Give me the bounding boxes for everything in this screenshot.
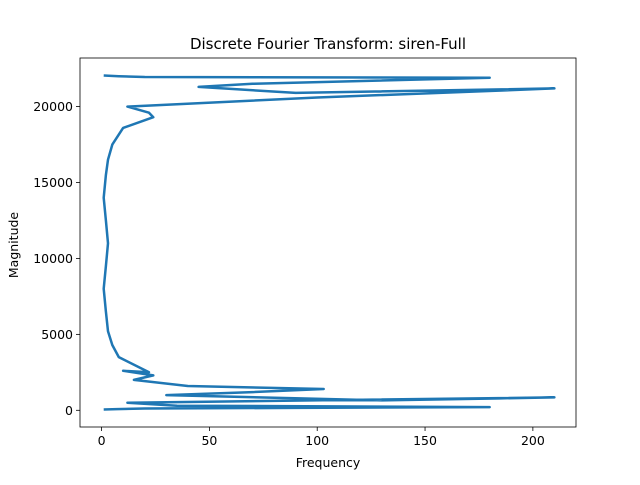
plot-area: 0 50 100 150 200 0 5000 10000 15000 20000	[33, 57, 577, 448]
y-axis-label: Magnitude	[6, 212, 21, 279]
y-tick-label: 10000	[33, 251, 73, 266]
x-axis-ticks: 0 50 100 150 200	[98, 427, 545, 448]
series-layer	[102, 74, 556, 411]
y-tick-label: 20000	[33, 99, 73, 114]
y-axis-ticks: 0 5000 10000 15000 20000	[33, 99, 80, 418]
y-tick-label: 15000	[33, 175, 73, 190]
axes-frame	[79, 57, 577, 428]
series-line	[102, 74, 556, 411]
x-tick-label: 150	[413, 433, 437, 448]
chart-title: Discrete Fourier Transform: siren-Full	[190, 35, 466, 53]
x-tick-label: 100	[305, 433, 329, 448]
x-tick-label: 0	[98, 433, 106, 448]
x-tick-label: 50	[201, 433, 217, 448]
y-tick-label: 5000	[41, 327, 73, 342]
x-tick-label: 200	[521, 433, 545, 448]
y-tick-label: 0	[65, 403, 73, 418]
x-axis-label: Frequency	[296, 455, 361, 470]
